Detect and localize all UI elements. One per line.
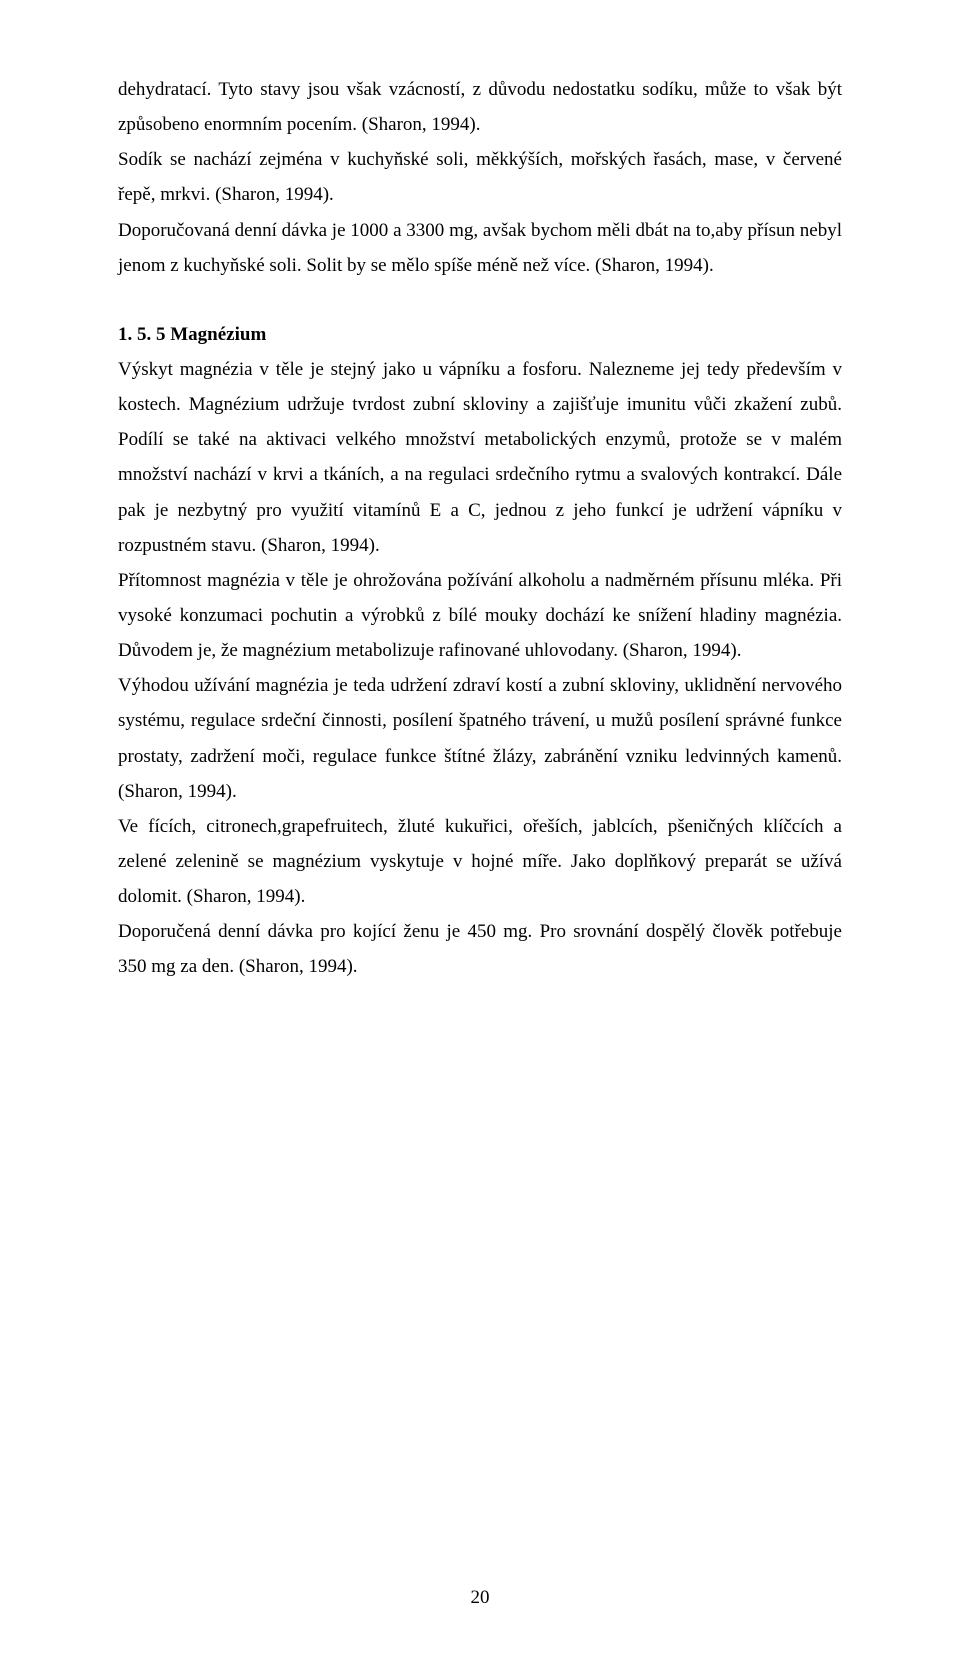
body-paragraph: Přítomnost magnézia v těle je ohrožována… [118,563,842,668]
body-paragraph: Výhodou užívání magnézia je teda udržení… [118,668,842,809]
body-paragraph: dehydratací. Tyto stavy jsou však vzácno… [118,72,842,142]
body-paragraph: Výskyt magnézia v těle je stejný jako u … [118,352,842,563]
body-paragraph: Ve fících, citronech,grapefruitech, žlut… [118,809,842,914]
document-page: dehydratací. Tyto stavy jsou však vzácno… [0,0,960,1663]
section-heading: 1. 5. 5 Magnézium [118,317,842,352]
body-paragraph: Doporučovaná denní dávka je 1000 a 3300 … [118,213,842,283]
page-number: 20 [0,1587,960,1609]
body-paragraph: Doporučená denní dávka pro kojící ženu j… [118,914,842,984]
body-paragraph: Sodík se nachází zejména v kuchyňské sol… [118,142,842,212]
